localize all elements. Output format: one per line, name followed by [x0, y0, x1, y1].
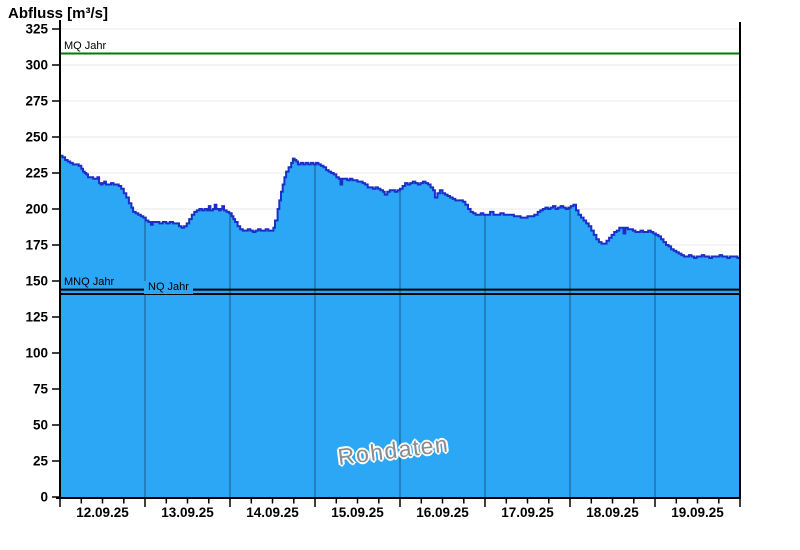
svg-text:13.09.25: 13.09.25: [161, 505, 214, 520]
svg-text:25: 25: [33, 454, 49, 469]
svg-text:275: 275: [25, 94, 48, 109]
nq-jahr-line-label: NQ Jahr: [144, 281, 193, 294]
svg-text:12.09.25: 12.09.25: [76, 505, 129, 520]
svg-text:50: 50: [33, 418, 48, 433]
svg-text:0: 0: [40, 490, 48, 505]
svg-text:15.09.25: 15.09.25: [331, 505, 384, 520]
svg-text:18.09.25: 18.09.25: [586, 505, 639, 520]
svg-text:250: 250: [25, 130, 48, 145]
svg-text:175: 175: [25, 238, 48, 253]
svg-text:75: 75: [33, 382, 49, 397]
svg-text:200: 200: [25, 202, 48, 217]
svg-text:16.09.25: 16.09.25: [416, 505, 469, 520]
svg-text:100: 100: [25, 346, 48, 361]
svg-text:225: 225: [25, 166, 48, 181]
mnq-jahr-line-label: MNQ Jahr: [64, 276, 115, 288]
svg-text:325: 325: [25, 22, 48, 37]
svg-text:125: 125: [25, 310, 48, 325]
mq-jahr-line-label: MQ Jahr: [64, 40, 107, 52]
svg-text:14.09.25: 14.09.25: [246, 505, 299, 520]
svg-text:300: 300: [25, 58, 48, 73]
svg-text:19.09.25: 19.09.25: [671, 505, 724, 520]
chart-title: Abfluss [m³/s]: [8, 5, 109, 22]
svg-text:150: 150: [25, 274, 48, 289]
svg-text:17.09.25: 17.09.25: [501, 505, 554, 520]
